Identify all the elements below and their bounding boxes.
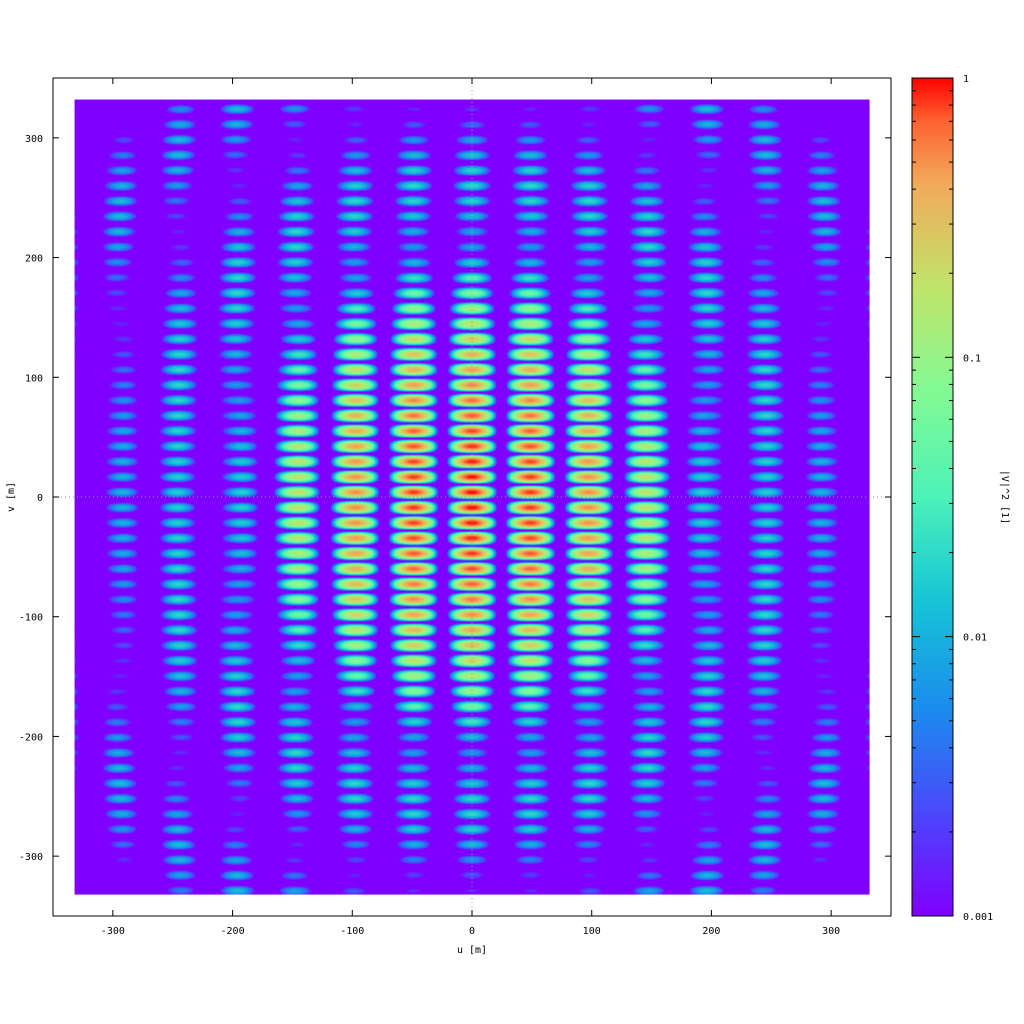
x-axis-label: u [m] xyxy=(457,945,487,956)
colorbar-tick-label: 0.1 xyxy=(963,353,981,364)
y-tick-label: 200 xyxy=(25,254,43,265)
x-tick-label: 100 xyxy=(583,926,601,937)
x-tick-label: 300 xyxy=(822,926,840,937)
y-tick-label: -200 xyxy=(19,732,43,743)
y-tick-label: 100 xyxy=(25,373,43,384)
x-tick-label: 200 xyxy=(702,926,720,937)
y-tick-label: 300 xyxy=(25,134,43,145)
y-tick-label: -300 xyxy=(19,852,43,863)
colorbar-ticks: 0.001 0.01 0.1 1 xyxy=(912,74,993,923)
x-tick-label: -100 xyxy=(340,926,364,937)
colorbar: 0.001 0.01 0.1 1 |V|^2 [1] xyxy=(911,74,1010,923)
colorbar-tick-label: 0.01 xyxy=(963,633,987,644)
x-tick-label: -300 xyxy=(101,926,125,937)
colorbar-tick-label: 0.001 xyxy=(963,912,993,923)
colorbar-tick-label: 1 xyxy=(963,74,969,85)
y-tick-label: 0 xyxy=(37,493,43,504)
colorbar-label: |V|^2 [1] xyxy=(999,470,1010,524)
y-axis-label: v [m] xyxy=(6,482,17,512)
x-tick-label: -200 xyxy=(221,926,245,937)
x-axis: -300 -200 -100 0 100 200 300 xyxy=(101,78,840,937)
y-axis: -300 -200 -100 0 100 200 300 xyxy=(19,134,891,863)
y-tick-label: -100 xyxy=(19,613,43,624)
colorbar-gradient xyxy=(911,77,954,917)
x-tick-label: 0 xyxy=(469,926,475,937)
